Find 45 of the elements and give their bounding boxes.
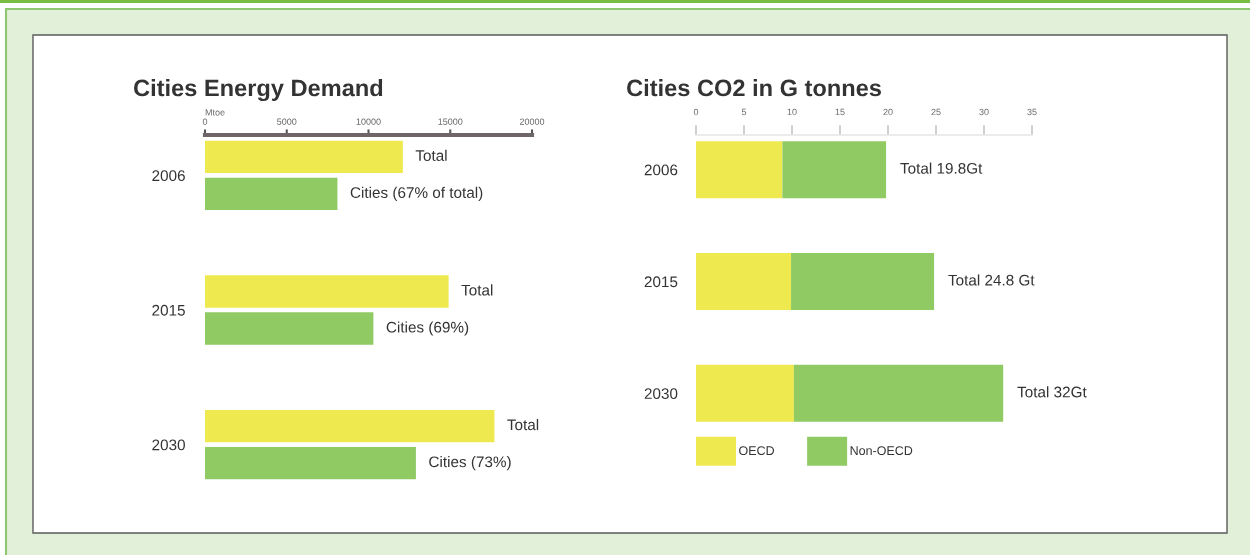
x-tick-label: 15000 xyxy=(438,118,463,125)
x-tick-label: 5000 xyxy=(277,118,297,125)
y-tick-label: 2030 xyxy=(644,388,678,400)
y-tick-label: 2006 xyxy=(644,164,678,176)
bar xyxy=(791,252,935,311)
x-axis-title: Mtoe xyxy=(205,109,225,116)
bar xyxy=(205,275,449,308)
legend-label: Non-OECD xyxy=(850,446,913,456)
x-tick-label: 25 xyxy=(931,108,941,116)
y-tick-label: 2015 xyxy=(152,304,185,316)
annotation: Total xyxy=(507,418,539,431)
chart-title: Cities CO2 in G tonnes xyxy=(627,79,881,97)
annotation: Cities (73%) xyxy=(429,456,511,471)
x-tick-label: 35 xyxy=(1027,108,1037,116)
bar xyxy=(696,141,783,199)
total-label: Total 32Gt xyxy=(1017,386,1087,398)
x-tick-label: 10000 xyxy=(356,118,381,125)
x-tick-label: 0 xyxy=(693,108,699,116)
x-tick-label: 0 xyxy=(202,118,208,125)
annotation: Total xyxy=(415,149,447,161)
bar xyxy=(205,446,416,480)
y-tick-label: 2030 xyxy=(152,439,185,451)
bar xyxy=(205,140,403,174)
total-label: Total 24.8 Gt xyxy=(948,274,1035,286)
annotation: Cities (69%) xyxy=(386,321,469,336)
annotation: Cities (67% of total) xyxy=(350,186,483,202)
bar xyxy=(696,252,792,311)
bar xyxy=(782,141,887,199)
bar xyxy=(696,364,794,422)
x-tick-label: 10 xyxy=(787,108,797,116)
x-tick-label: 20 xyxy=(883,108,893,116)
y-tick-label: 2006 xyxy=(152,170,185,182)
legend-label: OECD xyxy=(739,446,775,456)
total-label: Total 19.8Gt xyxy=(900,162,983,174)
chart-title: Cities Energy Demand xyxy=(134,79,383,102)
y-tick-label: 2015 xyxy=(644,276,678,288)
x-tick-label: 30 xyxy=(979,108,989,116)
bar xyxy=(793,364,1004,422)
bar xyxy=(205,312,374,345)
bar xyxy=(205,409,495,443)
annotation: Total xyxy=(461,284,493,296)
x-tick-label: 5 xyxy=(741,108,747,116)
bar xyxy=(205,177,338,211)
x-tick-label: 15 xyxy=(835,108,845,116)
x-tick-label: 20000 xyxy=(519,118,545,125)
